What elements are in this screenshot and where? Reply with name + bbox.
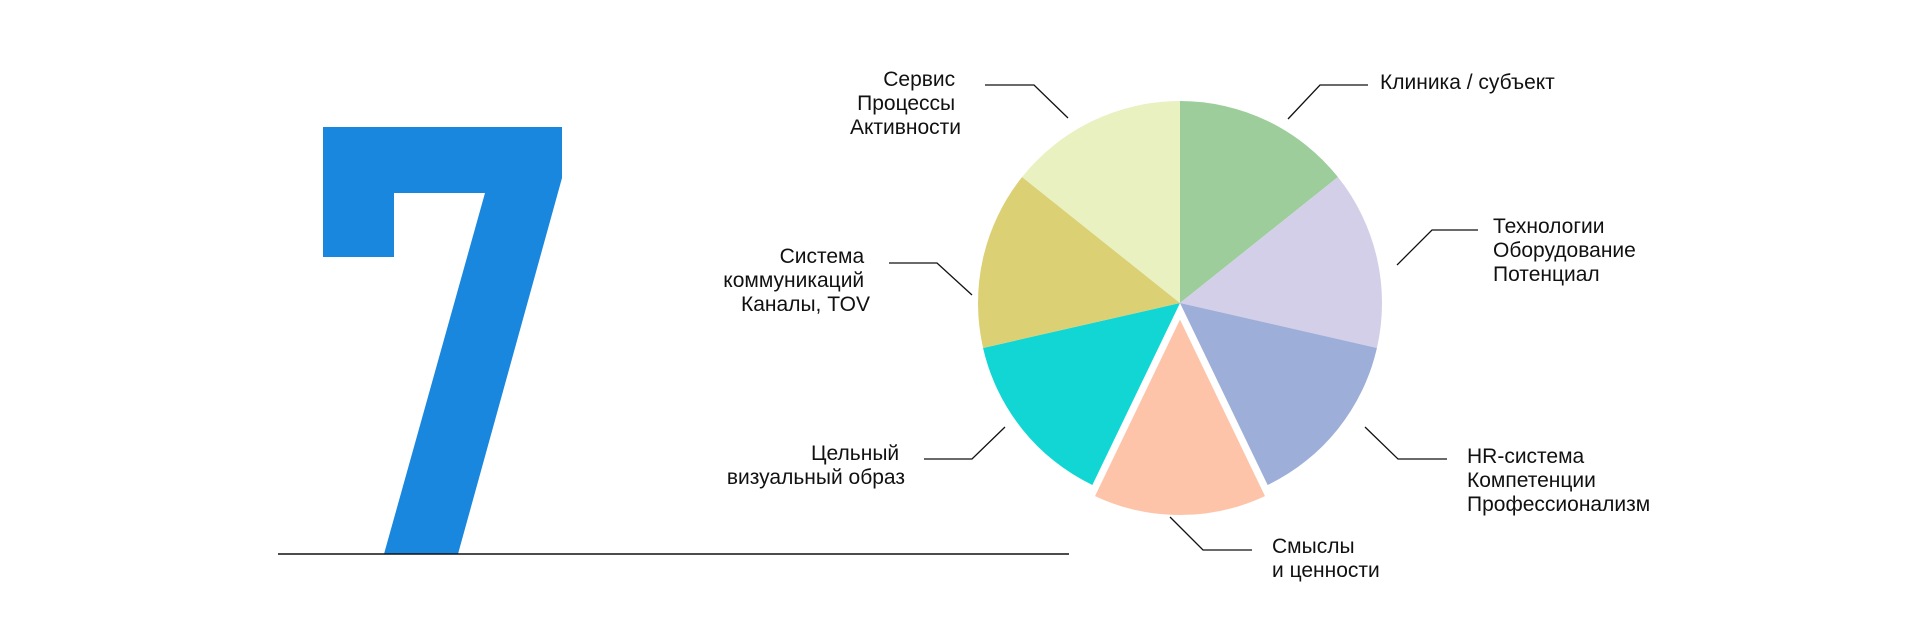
slice-label-line: HR-система — [1467, 445, 1585, 468]
pie-slice-5 — [983, 303, 1180, 485]
slice-label-visual: Цельный визуальный образ — [727, 442, 905, 489]
pie-slice-1 — [1180, 101, 1338, 303]
pie-slice-4 — [1089, 310, 1271, 519]
slice-label-line: Каналы, TOV — [741, 293, 870, 316]
slice-label-line: Система — [780, 245, 865, 268]
slice-label-line: визуальный образ — [727, 466, 905, 489]
slice-label-line: Цельный — [811, 442, 899, 465]
slice-label-line: Процессы — [857, 92, 955, 115]
slice-label-line: и ценности — [1272, 559, 1380, 582]
big-number-seven — [323, 127, 562, 554]
leader-lines — [889, 84, 1478, 551]
pie-slice-3 — [1180, 303, 1377, 485]
slice-label-line: Клиника / субъект — [1380, 71, 1555, 94]
slice-label-line: Сервис — [883, 68, 955, 91]
slice-label-line: коммуникаций — [723, 269, 864, 292]
slice-label-communication: Система коммуникаций Каналы, TOV — [723, 245, 870, 316]
slice-label-technology: Технологии Оборудование Потенциал — [1493, 215, 1642, 286]
slice-label-line: Активности — [850, 116, 961, 139]
leader-line-technology — [1396, 229, 1478, 266]
slice-label-line: Профессионализм — [1467, 493, 1650, 516]
leader-line-hr — [1364, 426, 1447, 460]
pie-slice-6 — [978, 177, 1180, 348]
slice-label-meanings: Смыслы и ценности — [1272, 535, 1380, 582]
slice-label-line: Потенциал — [1493, 263, 1600, 286]
leader-line-communication — [889, 262, 973, 296]
pie-slices — [978, 101, 1382, 519]
slice-label-hr: HR-система Компетенции Профессионализм — [1467, 445, 1650, 516]
leader-line-service — [985, 84, 1069, 119]
slice-label-clinic: Клиника / субъект — [1380, 71, 1555, 94]
pie-slice-7 — [1022, 101, 1180, 303]
leader-line-visual — [924, 426, 1006, 460]
slice-label-line: Компетенции — [1467, 469, 1596, 492]
slice-label-line: Оборудование — [1493, 239, 1636, 262]
leader-line-meanings — [1169, 516, 1252, 551]
pie-slice-2 — [1180, 177, 1382, 348]
slice-label-service: Сервис Процессы Активности — [850, 68, 961, 139]
slice-label-line: Смыслы — [1272, 535, 1355, 558]
leader-line-clinic — [1287, 84, 1368, 120]
slice-label-line: Технологии — [1493, 215, 1604, 238]
